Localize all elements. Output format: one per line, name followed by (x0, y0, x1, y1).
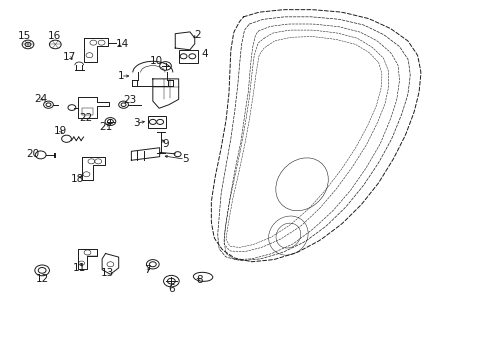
Text: 21: 21 (99, 122, 112, 132)
Text: 22: 22 (79, 113, 92, 123)
Bar (148, 116, 166, 129)
Text: 14: 14 (116, 39, 129, 49)
Text: 17: 17 (63, 52, 77, 62)
Text: 8: 8 (196, 275, 203, 285)
Text: 5: 5 (182, 154, 188, 164)
Text: 10: 10 (150, 56, 163, 66)
Text: 24: 24 (34, 94, 47, 104)
Text: 13: 13 (100, 267, 113, 278)
Text: 20: 20 (26, 149, 39, 159)
Text: 4: 4 (201, 49, 207, 59)
Bar (81, 108, 93, 115)
Text: 18: 18 (71, 174, 84, 184)
Text: 7: 7 (143, 265, 150, 275)
Text: 16: 16 (48, 31, 61, 41)
Bar (178, 50, 198, 63)
Text: 3: 3 (133, 118, 139, 128)
Text: 23: 23 (123, 95, 136, 105)
Text: 19: 19 (54, 126, 67, 135)
Text: 15: 15 (18, 31, 31, 41)
Text: 11: 11 (73, 263, 86, 273)
Text: 9: 9 (162, 139, 168, 149)
Text: 12: 12 (36, 274, 49, 284)
Text: 1: 1 (117, 71, 123, 81)
Text: 6: 6 (168, 284, 174, 294)
Text: 2: 2 (194, 30, 200, 40)
